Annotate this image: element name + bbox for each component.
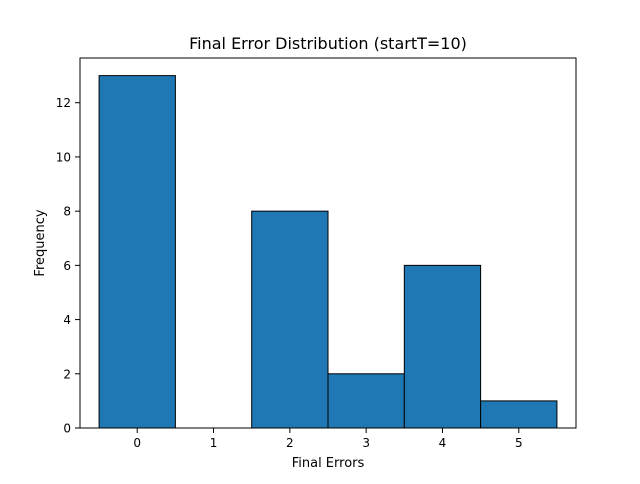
chart-title: Final Error Distribution (startT=10) bbox=[189, 34, 467, 53]
x-tick-label-0: 0 bbox=[133, 436, 141, 450]
y-tick-label-2: 2 bbox=[63, 367, 71, 381]
y-tick-label-4: 4 bbox=[63, 313, 71, 327]
bar-4 bbox=[403, 264, 482, 429]
y-tick-label-8: 8 bbox=[63, 205, 71, 219]
bar-5 bbox=[480, 400, 558, 429]
y-tick-label-6: 6 bbox=[63, 259, 71, 273]
y-tick-label-12: 12 bbox=[56, 96, 71, 110]
bar-3 bbox=[327, 373, 405, 429]
axes-frame bbox=[79, 57, 577, 429]
y-tick-label-0: 0 bbox=[63, 422, 71, 436]
y-tick-label-10: 10 bbox=[56, 150, 71, 164]
y-axis-label: Frequency bbox=[33, 209, 48, 276]
x-axis-label: Final Errors bbox=[292, 456, 365, 471]
x-tick-label-3: 3 bbox=[362, 436, 370, 450]
bar-0 bbox=[98, 75, 176, 429]
x-tick-label-4: 4 bbox=[439, 436, 447, 450]
bars-group bbox=[98, 75, 558, 429]
x-tick-label-2: 2 bbox=[286, 436, 294, 450]
x-tick-label-1: 1 bbox=[210, 436, 218, 450]
bar-2 bbox=[251, 210, 329, 429]
x-tick-label-5: 5 bbox=[515, 436, 523, 450]
